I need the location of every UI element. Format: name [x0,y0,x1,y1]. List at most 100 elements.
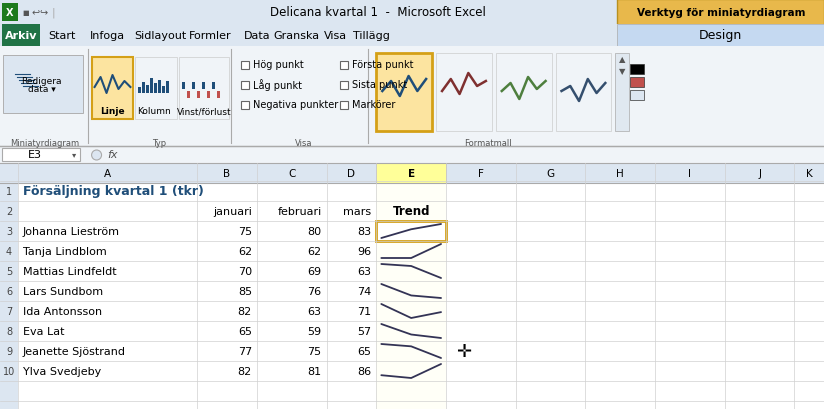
Text: Redigera: Redigera [22,77,62,86]
Text: Linje: Linje [100,107,125,116]
Text: 3: 3 [6,227,12,236]
Bar [495,54,551,132]
Text: 81: 81 [307,366,321,376]
Text: 7: 7 [6,306,12,316]
Text: Markörer: Markörer [352,100,395,110]
Bar [197,92,200,99]
Bar [182,83,185,90]
Circle shape [92,151,102,161]
Bar [241,62,249,70]
Text: |: | [52,8,55,18]
Text: Arkiv: Arkiv [5,31,37,41]
Text: A: A [104,169,111,179]
Text: E3: E3 [28,150,42,160]
Bar [0,164,824,184]
Text: data ▾: data ▾ [28,85,55,94]
Bar [616,0,824,27]
Text: B: B [223,169,230,179]
Text: ▼: ▼ [619,67,624,76]
Text: 10: 10 [2,366,15,376]
Text: ↩: ↩ [31,8,40,18]
Text: Visa: Visa [323,31,347,41]
Bar [2,148,79,162]
Text: Låg punkt: Låg punkt [252,79,302,91]
Bar [436,54,491,132]
Bar [340,102,348,110]
Text: Design: Design [698,29,742,43]
Text: G: G [546,169,554,179]
Text: 77: 77 [237,346,251,356]
Bar [151,79,153,94]
Text: 6: 6 [6,286,12,296]
Text: 75: 75 [237,227,251,236]
Text: 82: 82 [237,366,251,376]
Bar [376,164,446,409]
Text: 65: 65 [357,346,370,356]
Text: januari: januari [213,207,251,216]
Text: 57: 57 [356,326,370,336]
Text: 83: 83 [356,227,370,236]
Text: Mattias Lindfeldt: Mattias Lindfeldt [23,266,117,276]
Bar [629,78,643,88]
Text: Jeanette Sjöstrand: Jeanette Sjöstrand [23,346,126,356]
Text: F: F [477,169,483,179]
Text: Data: Data [244,31,270,41]
Text: Trend: Trend [392,205,429,218]
Text: 74: 74 [356,286,370,296]
Text: mars: mars [343,207,370,216]
Text: Försäljning kvartal 1 (tkr): Försäljning kvartal 1 (tkr) [23,185,203,198]
Text: 69: 69 [307,266,321,276]
Bar [217,92,220,99]
Text: K: K [805,169,812,179]
Text: D: D [347,169,355,179]
Bar [207,92,210,99]
Text: I: I [687,169,691,179]
Bar [0,0,824,25]
Text: Sidlayout: Sidlayout [134,31,186,41]
Text: H: H [615,169,624,179]
Text: Verktyg för miniatyrdiagram: Verktyg för miniatyrdiagram [636,8,804,18]
Text: 9: 9 [6,346,12,356]
Text: ■: ■ [22,10,29,16]
Text: 82: 82 [237,306,251,316]
Text: Miniatyrdiagram: Miniatyrdiagram [10,138,79,147]
Text: E: E [407,169,414,179]
Text: 70: 70 [237,266,251,276]
Bar [154,84,157,94]
Text: Visa: Visa [294,138,312,147]
Bar [192,83,195,90]
Text: Sista punkt: Sista punkt [352,80,407,90]
Text: X: X [6,8,14,18]
Text: Typ: Typ [152,138,166,147]
Text: 4: 4 [6,246,12,256]
Bar [0,47,824,147]
Text: 76: 76 [307,286,321,296]
Text: C: C [288,169,295,179]
Text: 96: 96 [356,246,370,256]
Text: Infoga: Infoga [89,31,125,41]
Bar [146,86,149,94]
Bar [0,164,18,409]
Text: Första punkt: Första punkt [352,60,414,70]
Bar [212,83,215,90]
Text: 59: 59 [307,326,321,336]
Text: Kolumn: Kolumn [137,107,171,116]
Text: 65: 65 [237,326,251,336]
Text: Delicana kvartal 1  -  Microsoft Excel: Delicana kvartal 1 - Microsoft Excel [270,7,485,20]
Bar [241,102,249,110]
Text: Granska: Granska [274,31,319,41]
Text: ✛: ✛ [456,342,471,360]
Bar [376,54,432,132]
Text: Tanja Lindblom: Tanja Lindblom [23,246,107,256]
Text: 8: 8 [6,326,12,336]
Text: 63: 63 [357,266,370,276]
Bar [241,82,249,90]
Text: fx: fx [108,150,117,160]
Text: Eva Lat: Eva Lat [23,326,65,336]
Text: 71: 71 [356,306,370,316]
Bar [629,91,643,101]
Text: Start: Start [48,31,75,41]
Bar [187,92,190,99]
Bar [92,58,133,120]
Text: Vinst/förlust: Vinst/förlust [177,107,231,116]
